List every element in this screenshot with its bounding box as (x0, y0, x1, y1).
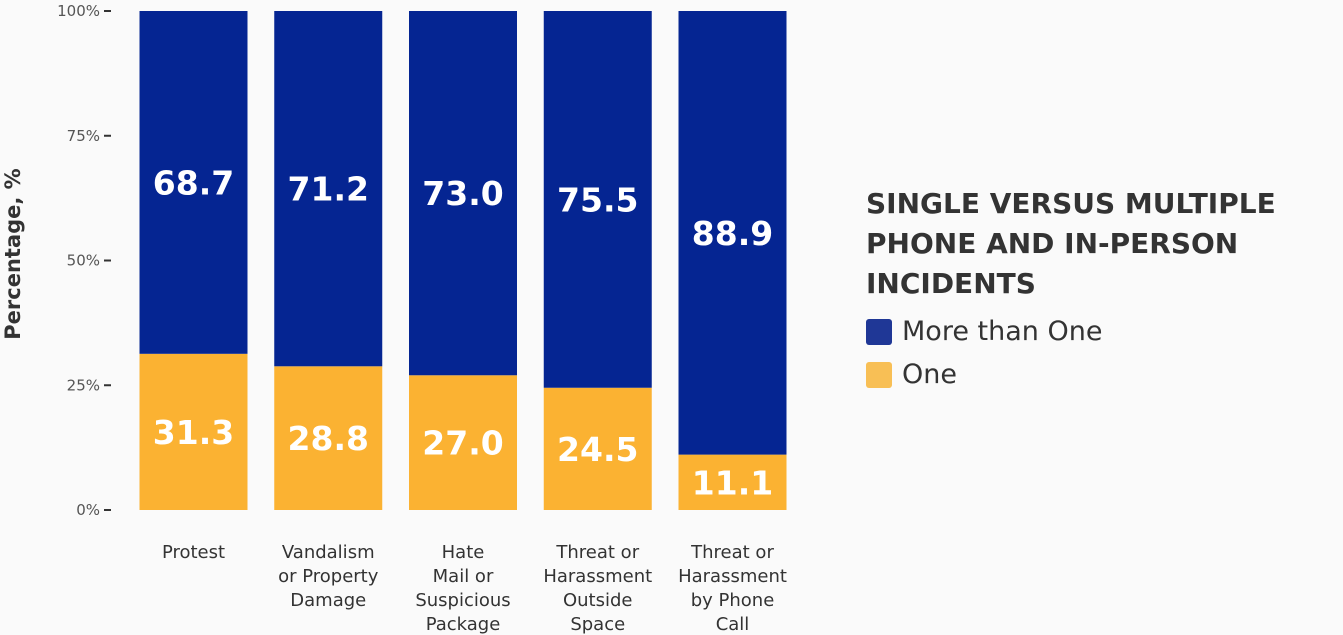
bar-segment-one (543, 387, 652, 510)
legend-item: One (866, 353, 1343, 396)
data-label: 75.5 (557, 180, 638, 219)
bar-segment-one (274, 366, 383, 510)
legend-label: One (902, 359, 957, 390)
legend-title: SINGLE VERSUS MULTIPLE PHONE AND IN-PERS… (866, 187, 1276, 300)
data-label: 28.8 (288, 419, 369, 458)
y-axis: 0% 25% 50% 75% 100% (57, 2, 111, 519)
legend-label: More than One (902, 316, 1103, 347)
y-tick-label: 100% (57, 2, 100, 20)
y-tick-label: 50% (67, 252, 100, 270)
bar-segment-one (409, 375, 517, 510)
category-labels: Protest Vandalism or Property Damage Hate Mai… (162, 542, 787, 635)
bar-segment-one (139, 353, 248, 510)
data-label: 31.3 (153, 413, 234, 452)
data-label: 88.9 (692, 214, 773, 253)
data-label: 68.7 (153, 163, 234, 202)
y-tick-label: 25% (67, 376, 100, 394)
bar-segment-more-than-one (274, 11, 383, 367)
y-tick-label: 0% (76, 501, 100, 519)
data-label: 27.0 (422, 424, 503, 463)
legend-item: More than One (866, 310, 1343, 353)
legend-swatch (866, 361, 892, 388)
bar-segment-more-than-one (409, 11, 517, 376)
legend-items: More than One One (866, 310, 1343, 396)
bars (139, 11, 787, 510)
category-label: Threat or Harassment by Phone Call (678, 542, 787, 635)
data-label: 73.0 (422, 174, 503, 213)
value-labels: 31.3 68.7 28.8 71.2 27.0 73.0 24.5 75.5 11.1 88.9 (153, 163, 773, 502)
category-label: Vandalism or Property Damage (278, 542, 379, 611)
data-label: 11.1 (692, 463, 773, 502)
y-tick-label: 75% (67, 127, 100, 145)
data-label: 71.2 (288, 170, 369, 209)
bar-segment-more-than-one (543, 11, 652, 388)
category-label: Hate Mail or Suspicious Package (415, 542, 510, 635)
legend-swatch (866, 318, 892, 345)
legend: SINGLE VERSUS MULTIPLE PHONE AND IN-PERS… (866, 184, 1343, 396)
data-label: 24.5 (557, 430, 638, 469)
stacked-bar-chart: 0% 25% 50% 75% 100% 31.3 68.7 28.8 71.2 27.0 73.0… (1, 2, 787, 635)
bar-segment-more-than-one (139, 11, 248, 354)
bar-segment-more-than-one (678, 11, 787, 455)
category-label: Protest (162, 542, 225, 563)
bar-segment-one (678, 454, 787, 510)
category-label: Threat or Harassment Outside Space (543, 542, 652, 635)
y-axis-title: Percentage, % (1, 168, 25, 339)
